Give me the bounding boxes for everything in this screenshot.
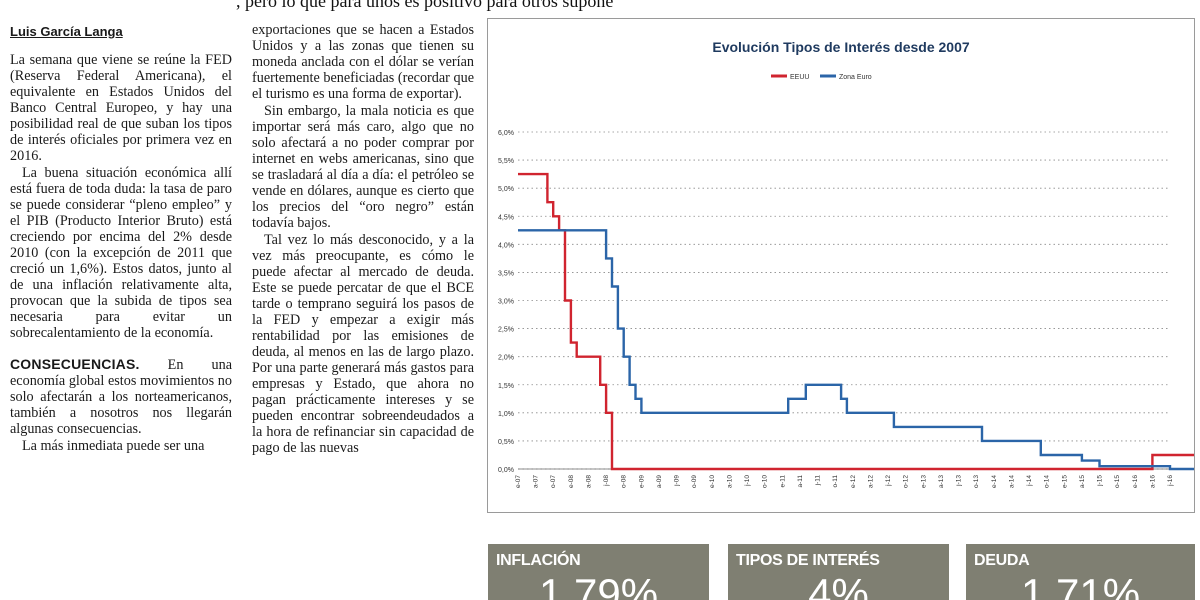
y-tick-label: 3,5% <box>498 270 514 277</box>
x-tick-label: a-15 <box>1079 475 1086 488</box>
headline-strip: , pero lo que para unos es positivo para… <box>0 0 1200 14</box>
stat-value: 1,71% <box>1020 570 1141 600</box>
stat-box-debt: DEUDA 1,71% <box>966 544 1195 600</box>
x-tick-label: o-08 <box>621 475 628 488</box>
x-tick-label: e-12 <box>850 475 857 488</box>
x-tick-label: e-13 <box>920 475 927 488</box>
x-tick-label: o-10 <box>762 475 769 488</box>
x-tick-label: j-08 <box>603 475 610 487</box>
y-tick-label: 2,5% <box>498 327 514 334</box>
stat-value: 1,79% <box>538 570 659 600</box>
x-tick-label: e-09 <box>638 475 645 488</box>
x-tick-label: j-15 <box>1097 475 1104 487</box>
consecuencias-paragraph: CONSECUENCIAS. En una economía global es… <box>10 356 232 437</box>
y-tick-label: 5,5% <box>498 158 514 165</box>
x-tick-label: e-14 <box>991 475 998 488</box>
x-tick-label: o-14 <box>1044 475 1051 488</box>
x-tick-label: a-11 <box>797 475 804 488</box>
x-tick-label: j-16 <box>1167 475 1174 487</box>
stat-label: INFLACIÓN <box>496 552 581 569</box>
series-line-eeuu <box>518 172 1194 471</box>
x-tick-label: a-14 <box>1008 475 1015 488</box>
x-tick-label: j-09 <box>674 475 681 487</box>
x-tick-label: j-13 <box>956 475 963 487</box>
x-tick-label: o-15 <box>1114 475 1121 488</box>
x-tick-label: j-12 <box>885 475 892 487</box>
x-tick-label: a-16 <box>1149 475 1156 488</box>
paragraph: Tal vez lo más desconocido, y a la vez m… <box>252 232 474 456</box>
x-tick-label: e-11 <box>779 475 786 488</box>
x-tick-label: a-08 <box>585 475 592 488</box>
x-tick-label: e-16 <box>1132 475 1139 488</box>
article-column-1: Luis García Langa La semana que viene se… <box>10 24 232 455</box>
x-tick-label: a-13 <box>938 475 945 488</box>
y-tick-label: 0,5% <box>498 439 514 446</box>
chart-title: Evolución Tipos de Interés desde 2007 <box>712 39 969 55</box>
x-tick-label: a-10 <box>726 475 733 488</box>
article-column-2: exportaciones que se hacen a Estados Uni… <box>252 22 474 457</box>
x-tick-label: e-10 <box>709 475 716 488</box>
x-tick-label: o-09 <box>691 475 698 488</box>
legend-label: EEUU <box>790 74 809 81</box>
x-tick-label: o-11 <box>832 475 839 488</box>
y-tick-label: 6,0% <box>498 130 514 137</box>
x-tick-label: a-09 <box>656 475 663 488</box>
y-tick-label: 3,0% <box>498 299 514 306</box>
y-tick-label: 4,0% <box>498 242 514 249</box>
x-tick-label: a-12 <box>867 475 874 488</box>
paragraph: exportaciones que se hacen a Estados Uni… <box>252 22 474 102</box>
x-tick-label: o-13 <box>973 475 980 488</box>
chart-svg: Evolución Tipos de Interés desde 2007 EEU… <box>498 39 1194 488</box>
x-tick-label: o-12 <box>903 475 910 488</box>
series-line-zona-euro <box>518 229 1194 471</box>
consecuencias-text: En una economía global estos movimientos… <box>10 357 232 437</box>
x-tick-label: e-08 <box>568 475 575 488</box>
y-tick-label: 0,0% <box>498 467 514 474</box>
y-tick-label: 1,5% <box>498 383 514 390</box>
paragraph: La más inmediata puede ser una <box>22 438 205 454</box>
stat-box-interest-rates: TIPOS DE INTERÉS 4% <box>728 544 949 600</box>
x-tick-label: j-14 <box>1026 475 1033 487</box>
x-tick-label: j-10 <box>744 475 751 487</box>
x-tick-label: e-15 <box>1061 475 1068 488</box>
byline: Luis García Langa <box>10 24 123 39</box>
headline-fragment: , pero lo que para unos es positivo para… <box>236 0 614 11</box>
interest-rate-chart: Evolución Tipos de Interés desde 2007 EEU… <box>487 18 1195 513</box>
paragraph: Sin embargo, la mala noticia es que impo… <box>252 103 474 231</box>
y-tick-label: 5,0% <box>498 186 514 193</box>
paragraph: La buena situación económica allí está f… <box>10 165 232 341</box>
stat-label: DEUDA <box>974 552 1030 569</box>
x-tick-label: a-07 <box>533 475 540 488</box>
x-tick-label: j-11 <box>815 475 822 487</box>
paragraph: La semana que viene se reúne la FED (Res… <box>10 52 232 164</box>
stat-box-inflation: INFLACIÓN 1,79% <box>488 544 709 600</box>
stat-value: 4% <box>808 570 869 600</box>
y-tick-label: 1,0% <box>498 411 514 418</box>
y-tick-label: 4,5% <box>498 214 514 221</box>
x-tick-label: e-07 <box>515 475 522 488</box>
legend-label: Zona Euro <box>839 74 872 81</box>
y-tick-label: 2,0% <box>498 355 514 362</box>
x-tick-label: o-07 <box>550 475 557 488</box>
stat-label: TIPOS DE INTERÉS <box>736 552 880 569</box>
section-heading: CONSECUENCIAS. <box>10 356 140 372</box>
